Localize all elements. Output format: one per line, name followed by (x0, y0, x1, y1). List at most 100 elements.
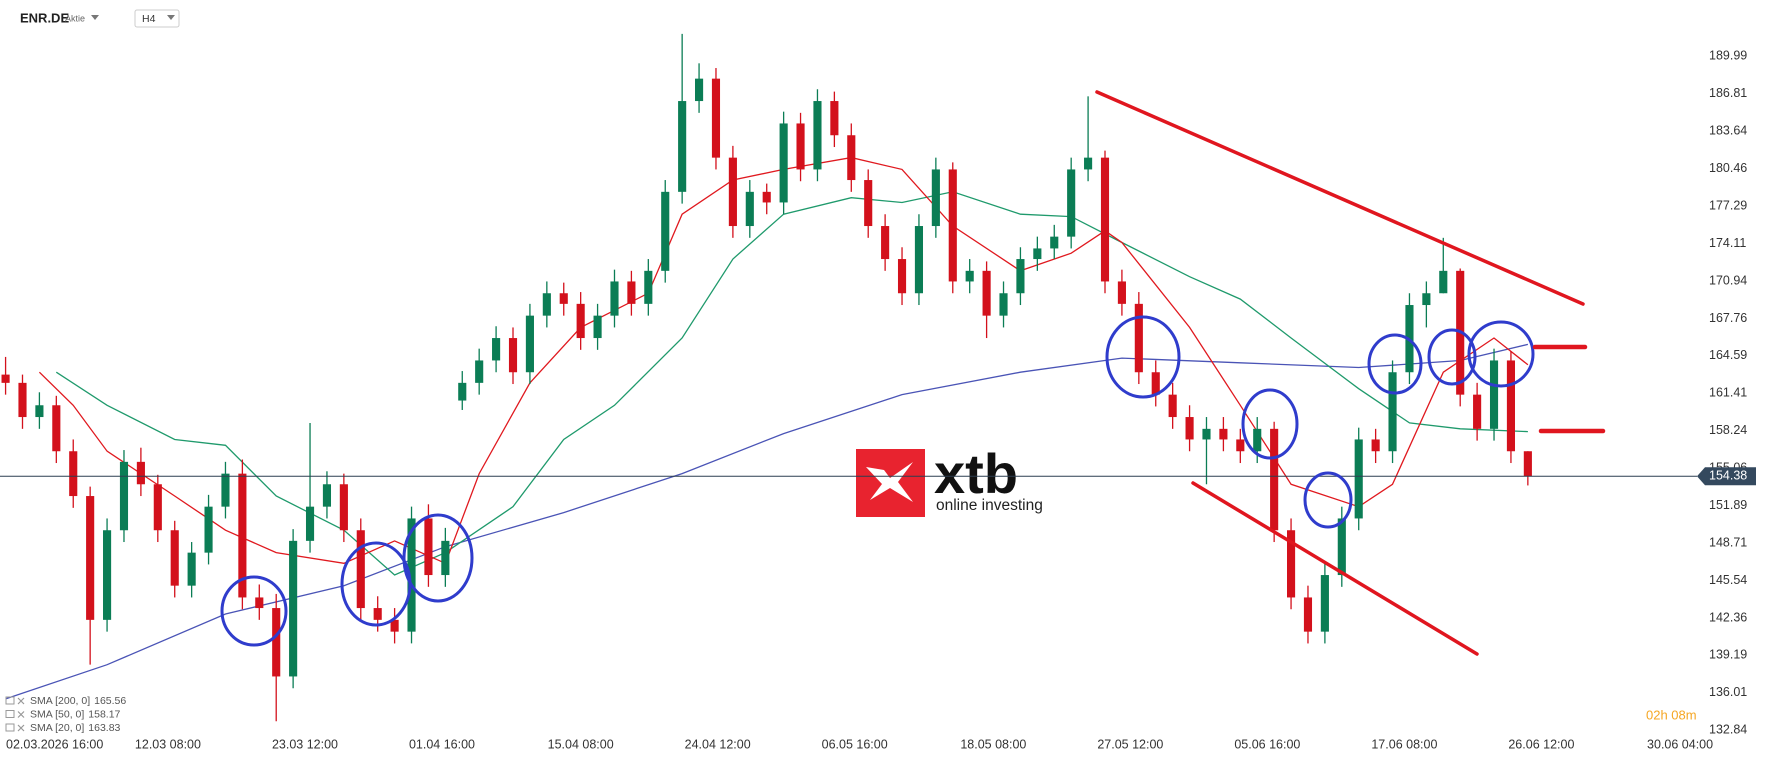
candle-body (711, 78, 721, 158)
candle-body (1439, 270, 1448, 294)
x-tick-label: 01.04 16:00 (409, 737, 475, 751)
candle-body (796, 123, 805, 170)
candle-body (914, 226, 924, 294)
candle-body (441, 540, 450, 576)
y-tick-label: 174.11 (1709, 236, 1746, 250)
candle-body (610, 281, 619, 316)
candle-body (813, 101, 822, 170)
candle-body (1, 374, 10, 383)
circle (402, 513, 474, 603)
y-tick-label: 151.89 (1709, 498, 1747, 512)
candle-body (542, 293, 551, 316)
candle-body (1151, 372, 1160, 395)
candle-body (356, 530, 365, 609)
y-tick-label: 186.81 (1709, 86, 1747, 100)
candle-body (170, 530, 179, 586)
candle-body (1523, 451, 1532, 477)
y-tick-label: 136.01 (1709, 685, 1747, 699)
x-tick-label: 24.04 12:00 (685, 737, 751, 751)
candle-body (965, 270, 974, 282)
candle-body (593, 315, 602, 339)
symbol[interactable]: ENR.DE (20, 10, 69, 25)
legend-icon-x (17, 697, 25, 705)
candle-body (661, 191, 670, 271)
candle-body (1270, 428, 1279, 531)
candle-body (407, 518, 416, 632)
y-tick-label: 148.71 (1709, 535, 1747, 549)
candle-body (86, 496, 95, 620)
trendline (1095, 90, 1585, 306)
legend-icon-x (17, 711, 25, 718)
y-tick-label: 161.41 (1709, 386, 1747, 400)
last-price-tag (1697, 467, 1756, 486)
candle-body (1253, 428, 1262, 452)
y-tick-label: 183.64 (1709, 124, 1747, 138)
candle-body (1337, 518, 1346, 576)
candle-body (864, 180, 873, 227)
candle-body (322, 484, 332, 507)
y-tick-label: 158.24 (1709, 423, 1747, 437)
candle-body (272, 608, 281, 677)
candle-body (847, 135, 856, 181)
x-tick-label: 17.06 08:00 (1371, 737, 1437, 751)
tagline: online investing (936, 497, 1043, 514)
candle-body (373, 608, 382, 620)
candle-body (204, 506, 213, 553)
candle-body (289, 540, 298, 677)
circle (220, 575, 288, 647)
y-tick-label: 145.54 (1709, 573, 1747, 587)
last-price-label: 154.38 (1709, 469, 1747, 483)
candle-body (948, 169, 957, 282)
x-tick-label: 23.03 12:00 (272, 737, 338, 751)
candle-body (999, 293, 1008, 316)
candle-body (1084, 157, 1093, 170)
x-tick-label: 02.03.2026 16:00 (6, 737, 103, 751)
candle-body (458, 382, 467, 401)
candle-body (508, 338, 518, 373)
candle-body (35, 405, 44, 418)
candle-body (982, 270, 991, 316)
candle-body (1303, 597, 1313, 632)
candle-body (525, 315, 534, 373)
candle-body (576, 303, 585, 339)
candle-body (136, 461, 145, 485)
candle-body (153, 484, 162, 531)
y-tick-label: 132.84 (1709, 723, 1747, 737)
timer: 02h 08m (1646, 707, 1697, 722)
candle-body (69, 451, 78, 497)
circle (1241, 388, 1299, 460)
timeframe[interactable]: H4 (142, 13, 156, 25)
candle-body (1219, 428, 1228, 440)
candle-body (695, 78, 704, 102)
candle-body (119, 461, 129, 531)
timeframe-dropdown[interactable] (167, 15, 175, 20)
candle-body (1489, 360, 1499, 429)
legend-value: 165.56 (94, 695, 126, 707)
candle-body (1134, 303, 1143, 373)
circle (1303, 471, 1353, 529)
y-tick-label: 189.99 (1709, 49, 1747, 63)
candle-body (255, 597, 264, 609)
candle-body (424, 518, 433, 576)
legend-value: 158.17 (88, 708, 120, 720)
x-tick-label: 26.06 12:00 (1508, 737, 1574, 751)
candle-body (728, 157, 737, 227)
candle-body (492, 338, 501, 361)
candle-body (1185, 417, 1194, 440)
timeframe-box[interactable] (134, 9, 180, 28)
candle-body (1033, 248, 1042, 260)
trendline (1191, 481, 1479, 656)
candle-body (1016, 259, 1025, 294)
trend-annotations (1095, 90, 1606, 656)
plot-area (0, 33, 1697, 722)
candle-body (1506, 360, 1516, 452)
candle-body (103, 530, 112, 620)
y-tick-label: 170.94 (1709, 273, 1747, 287)
legend-icon (5, 710, 15, 718)
symbol-dropdown[interactable] (91, 15, 99, 20)
y-tick-label: 177.29 (1709, 198, 1747, 212)
x-tick-label: 06.05 16:00 (822, 737, 888, 751)
